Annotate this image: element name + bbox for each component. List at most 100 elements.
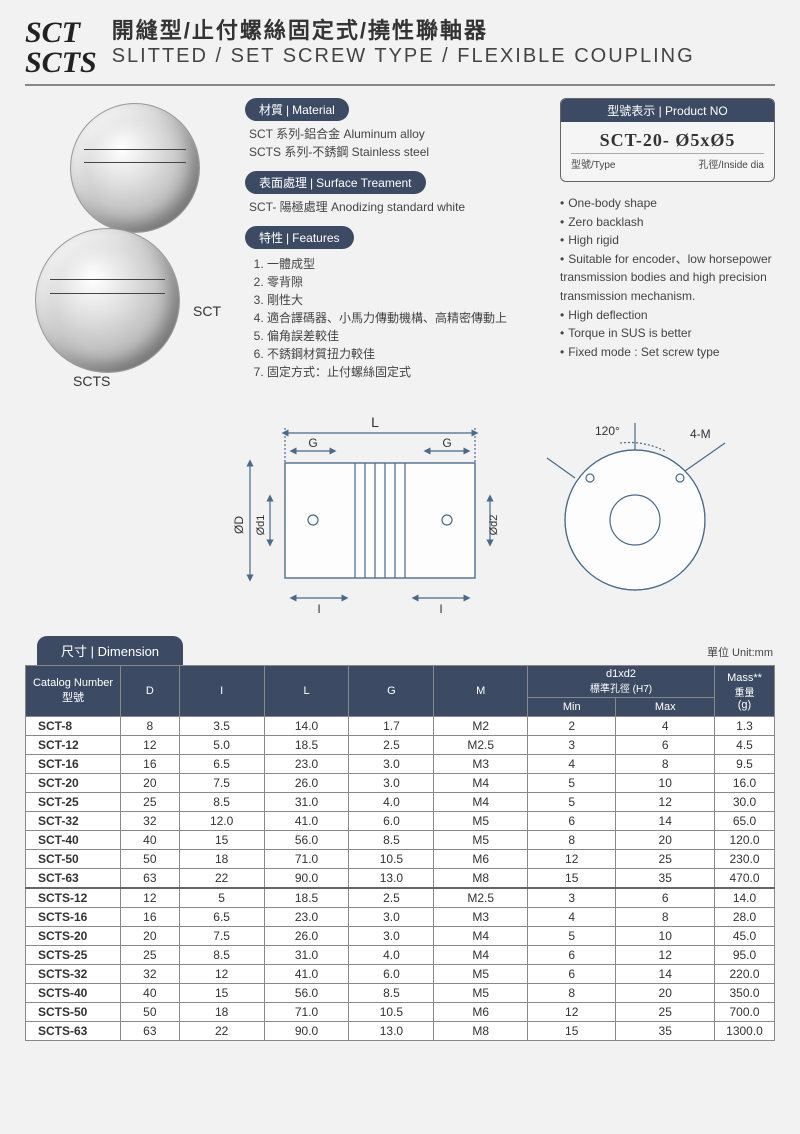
table-cell: 35 xyxy=(616,869,715,889)
table-cell: 12.0 xyxy=(179,812,264,831)
table-cell: 56.0 xyxy=(264,831,349,850)
table-cell: 22 xyxy=(179,869,264,889)
table-cell: 41.0 xyxy=(264,812,349,831)
table-cell: 3.0 xyxy=(349,774,434,793)
prodno-sub-right-en: Inside dia xyxy=(721,160,764,171)
table-cell: 16 xyxy=(121,908,180,927)
table-cell: 6 xyxy=(528,946,616,965)
svg-text:Ød1: Ød1 xyxy=(255,515,267,536)
table-cell: 6 xyxy=(528,965,616,984)
table-cell: 10 xyxy=(616,774,715,793)
feature-cn-7: 固定方式：止付螺絲固定式 xyxy=(267,363,548,381)
table-cell: 7.5 xyxy=(179,774,264,793)
table-cell: SCTS-12 xyxy=(26,888,121,908)
table-cell: 63 xyxy=(121,1022,180,1041)
badge-surface: 表面處理|Surface Treament xyxy=(245,171,426,194)
table-cell: M2 xyxy=(434,717,528,736)
label-scts: SCTS xyxy=(73,373,110,389)
table-cell: M2.5 xyxy=(434,888,528,908)
table-cell: 90.0 xyxy=(264,869,349,889)
table-cell: 4.5 xyxy=(715,736,775,755)
dimension-tab: 尺寸 | Dimension xyxy=(37,636,183,665)
table-cell: 12 xyxy=(179,965,264,984)
table-row: SCT-16166.523.03.0M3489.5 xyxy=(26,755,775,774)
table-cell: 30.0 xyxy=(715,793,775,812)
table-row: SCT-25258.531.04.0M451230.0 xyxy=(26,793,775,812)
product-render-sct xyxy=(70,103,200,233)
table-cell: M5 xyxy=(434,831,528,850)
table-cell: SCTS-50 xyxy=(26,1003,121,1022)
table-cell: SCT-12 xyxy=(26,736,121,755)
svg-text:120°: 120° xyxy=(595,424,620,438)
table-cell: 25 xyxy=(616,1003,715,1022)
table-cell: 15 xyxy=(528,869,616,889)
hdr-mass-sub: 重量 xyxy=(719,684,770,699)
svg-text:I: I xyxy=(439,602,442,616)
table-cell: 5 xyxy=(528,793,616,812)
table-cell: 12 xyxy=(528,1003,616,1022)
table-cell: SCT-25 xyxy=(26,793,121,812)
product-photo-col: SCT SCTS xyxy=(25,98,235,393)
table-cell: 90.0 xyxy=(264,1022,349,1041)
badge-material: 材質|Material xyxy=(245,98,349,121)
table-cell: 8 xyxy=(616,908,715,927)
feature-cn-2: 零背隙 xyxy=(267,273,548,291)
table-cell: 4.0 xyxy=(349,793,434,812)
table-cell: 13.0 xyxy=(349,1022,434,1041)
table-cell: 6.5 xyxy=(179,908,264,927)
table-cell: 6.0 xyxy=(349,965,434,984)
hdr-mass-unit: (g) xyxy=(719,699,770,711)
specs-column: 材質|Material SCT 系列-鋁合金 Aluminum alloy SC… xyxy=(245,98,548,393)
prodno-hd-en: Product NO xyxy=(665,104,728,118)
table-cell: 18 xyxy=(179,850,264,869)
title-block: SCT SCTS 開縫型/止付螺絲固定式/撓性聯軸器 SLITTED / SET… xyxy=(25,18,775,86)
table-cell: 50 xyxy=(121,1003,180,1022)
table-cell: M4 xyxy=(434,774,528,793)
table-cell: 220.0 xyxy=(715,965,775,984)
table-cell: 2.5 xyxy=(349,736,434,755)
table-cell: 20 xyxy=(121,774,180,793)
prodno-example: SCT-20- Ø5xØ5 xyxy=(571,130,764,154)
table-cell: 120.0 xyxy=(715,831,775,850)
table-cell: M3 xyxy=(434,755,528,774)
svg-text:Ød2: Ød2 xyxy=(488,515,500,536)
table-cell: 1300.0 xyxy=(715,1022,775,1041)
feature-en-3: High rigid xyxy=(560,231,775,250)
table-cell: 50 xyxy=(121,850,180,869)
table-cell: 23.0 xyxy=(264,755,349,774)
feature-en-6: Torque in SUS is better xyxy=(560,324,775,343)
feature-en-7: Fixed mode : Set screw type xyxy=(560,343,775,362)
table-cell: M8 xyxy=(434,869,528,889)
hdr-L: L xyxy=(264,666,349,717)
badge-surface-cn: 表面處理 xyxy=(259,176,307,190)
title-en: SLITTED / SET SCREW TYPE / FLEXIBLE COUP… xyxy=(112,44,695,68)
table-cell: 41.0 xyxy=(264,965,349,984)
hdr-D: D xyxy=(121,666,180,717)
table-cell: 2.5 xyxy=(349,888,434,908)
table-cell: 32 xyxy=(121,965,180,984)
table-cell: M5 xyxy=(434,812,528,831)
table-cell: 12 xyxy=(616,946,715,965)
table-cell: 8 xyxy=(528,984,616,1003)
table-cell: M5 xyxy=(434,965,528,984)
table-cell: 9.5 xyxy=(715,755,775,774)
table-row: SCT-883.514.01.7M2241.3 xyxy=(26,717,775,736)
table-cell: 45.0 xyxy=(715,927,775,946)
specs-right-column: 型號表示 | Product NO SCT-20- Ø5xØ5 型號/Type … xyxy=(560,98,775,393)
dimension-table: Catalog Number 型號 D I L G M d1xd2 標準孔徑 (… xyxy=(25,665,775,1041)
svg-text:G: G xyxy=(308,436,317,450)
material-line2: SCTS 系列-不銹鋼 Stainless steel xyxy=(249,143,548,161)
table-cell: 5.0 xyxy=(179,736,264,755)
table-cell: 8 xyxy=(528,831,616,850)
table-cell: M4 xyxy=(434,927,528,946)
svg-text:I: I xyxy=(317,602,320,616)
table-cell: 230.0 xyxy=(715,850,775,869)
table-cell: SCT-16 xyxy=(26,755,121,774)
table-cell: 63 xyxy=(121,869,180,889)
table-cell: 18 xyxy=(179,1003,264,1022)
table-cell: 31.0 xyxy=(264,793,349,812)
table-cell: 3.0 xyxy=(349,908,434,927)
dim-tab-en: Dimension xyxy=(98,644,159,659)
table-cell: 2 xyxy=(528,717,616,736)
svg-text:G: G xyxy=(442,436,451,450)
